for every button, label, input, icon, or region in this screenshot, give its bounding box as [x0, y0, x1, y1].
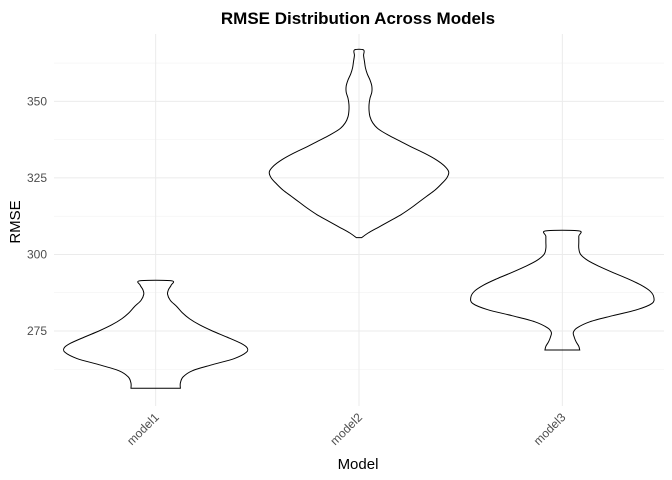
y-axis-title: RMSE: [7, 200, 24, 243]
violin-model2: [268, 48, 450, 239]
y-tick-label: 275: [27, 324, 47, 338]
grid-lines: [54, 34, 664, 406]
violin-model1: [62, 279, 249, 389]
y-tick-label: 325: [27, 171, 47, 185]
y-tick-label: 350: [27, 94, 47, 108]
x-axis-title: Model: [338, 456, 379, 473]
violin-model3: [470, 229, 655, 351]
y-tick-label: 300: [27, 247, 47, 261]
violins: [62, 48, 655, 389]
chart-title: RMSE Distribution Across Models: [221, 9, 495, 28]
